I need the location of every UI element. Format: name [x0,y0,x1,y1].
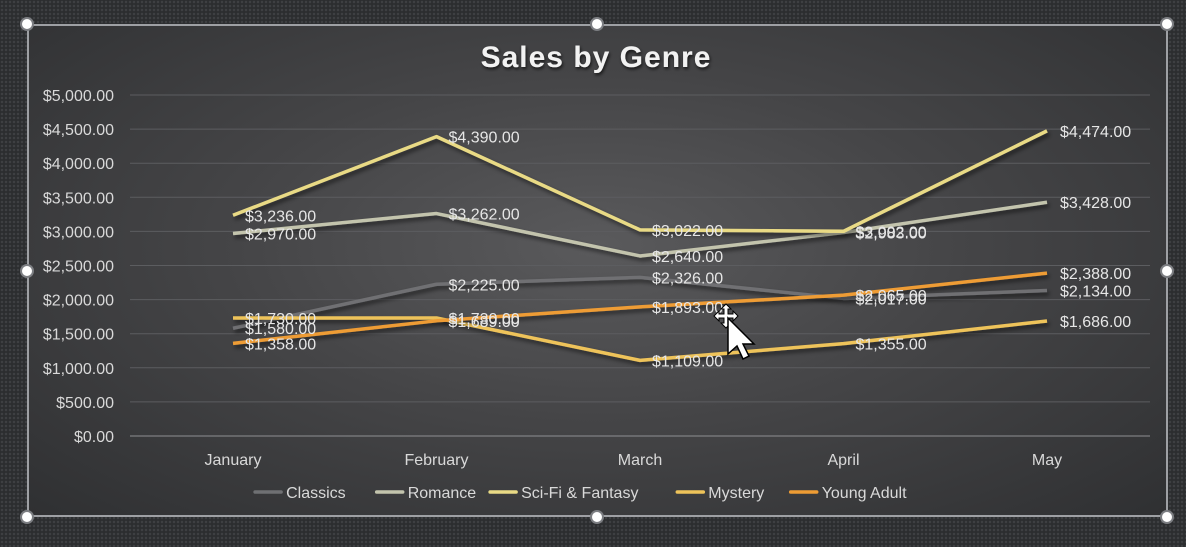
data-label: $1,730.00 [449,311,520,328]
legend-entry: Young Adult [822,485,907,502]
data-label: $2,388.00 [1060,266,1131,283]
y-tick-label: $1,500.00 [43,327,114,344]
data-label: $1,686.00 [1060,314,1131,331]
legend-entry: Mystery [708,485,764,502]
data-label: $3,002.00 [856,224,927,241]
data-label: $2,970.00 [245,226,316,243]
series-line [233,316,1048,363]
data-label: $2,326.00 [652,270,723,287]
resize-handle-bottom-center[interactable] [590,510,604,524]
y-tick-label: $500.00 [56,395,114,412]
data-label: $3,236.00 [245,208,316,225]
y-tick-label: $4,500.00 [43,122,114,139]
series-lines [232,129,1048,363]
y-tick-label: $2,500.00 [43,259,114,276]
y-tick-label: $2,000.00 [43,293,114,310]
y-tick-label: $0.00 [74,429,114,446]
y-tick-label: $1,000.00 [43,361,114,378]
y-tick-label: $3,500.00 [43,190,114,207]
legend-entry: Sci-Fi & Fantasy [521,485,638,502]
resize-handle-bottom-right[interactable] [1160,510,1174,524]
y-axis: $0.00 $500.00 $1,000.00 $1,500.00 $2,000.00 $… [43,88,114,446]
resize-handle-top-center[interactable] [590,17,604,31]
resize-handle-middle-right[interactable] [1160,264,1174,278]
data-label: $1,689.00 [449,314,520,331]
data-label: $1,730.00 [245,311,316,328]
series-line [232,271,1048,346]
series-line [232,129,1048,234]
legend-entry: Romance [408,485,477,502]
data-label: $3,428.00 [1060,195,1131,212]
data-label: $1,358.00 [245,336,316,353]
move-cursor-icon [713,303,739,329]
data-label: $2,983.00 [856,226,927,243]
x-tick-label: April [827,452,859,469]
x-tick-label: March [618,452,662,469]
series-line [232,275,1048,330]
data-label: $1,355.00 [856,337,927,354]
x-tick-label: May [1032,452,1062,469]
data-label: $1,580.00 [245,321,316,338]
legend-entry: Classics [286,485,346,502]
data-label: $4,390.00 [449,130,520,147]
series-line [232,200,1048,258]
chart-area[interactable] [27,24,1168,517]
data-label: $3,022.00 [652,223,723,240]
data-label: $2,640.00 [652,249,723,266]
data-label: $2,134.00 [1060,283,1131,300]
resize-handle-middle-left[interactable] [20,264,34,278]
data-label: $2,017.00 [856,291,927,308]
x-tick-label: January [205,452,262,469]
x-tick-label: February [404,452,468,469]
y-tick-label: $4,000.00 [43,156,114,173]
chart-title: Sales by Genre [481,41,712,74]
gridlines [130,94,1150,437]
data-label: $2,225.00 [449,277,520,294]
legend: Classics Romance Sci-Fi & Fantasy Mystery Yo… [253,485,907,502]
data-label: $4,474.00 [1060,124,1131,141]
data-label: $1,109.00 [652,353,723,370]
resize-handle-top-left[interactable] [20,17,34,31]
resize-handle-bottom-left[interactable] [20,510,34,524]
data-label: $3,262.00 [449,207,520,224]
x-axis: January February March April May [205,452,1063,469]
data-labels: $1,580.00 $2,225.00 $2,326.00 $2,017.00 $2,1… [245,124,1131,370]
y-tick-label: $3,000.00 [43,224,114,241]
y-tick-label: $5,000.00 [43,88,114,105]
resize-handle-top-right[interactable] [1160,17,1174,31]
data-label: $2,065.00 [856,288,927,305]
mouse-pointer-icon [727,316,756,361]
data-label: $1,893.00 [652,300,723,317]
